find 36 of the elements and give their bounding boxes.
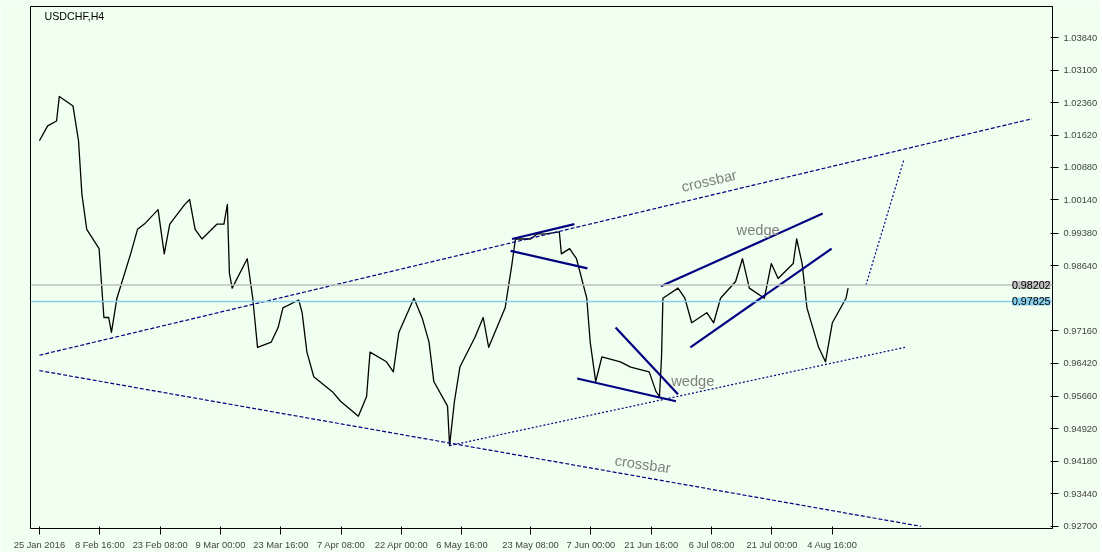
y-tick-label: 1.01620 xyxy=(1063,130,1098,141)
x-tick-label: 23 Feb 08:00 xyxy=(132,539,188,550)
y-tick-label: 0.93440 xyxy=(1063,488,1098,499)
annotation: crossbar xyxy=(679,166,739,195)
x-tick-label: 25 Jan 2016 xyxy=(13,539,66,550)
x-tick-label: 21 Jun 16:00 xyxy=(624,539,679,550)
y-tick-label: 1.03100 xyxy=(1063,65,1098,76)
y-tick-label: 0.98640 xyxy=(1063,260,1098,271)
ref-line-label: 0.98202 xyxy=(1011,278,1051,291)
y-tick-label: 1.00880 xyxy=(1063,162,1098,173)
x-tick-label: 22 Apr 00:00 xyxy=(374,539,428,550)
y-tick-label: 1.02360 xyxy=(1063,97,1098,108)
x-tick-label: 6 Jul 08:00 xyxy=(688,539,735,550)
x-tick-label: 23 Mar 16:00 xyxy=(253,539,309,550)
x-tick-label: 4 Aug 16:00 xyxy=(807,539,857,550)
y-tick-label: 0.94920 xyxy=(1063,423,1098,434)
x-tick-label: 23 May 08:00 xyxy=(502,539,559,550)
y-tick-label: 0.94180 xyxy=(1063,456,1098,467)
x-tick-label: 6 May 16:00 xyxy=(436,539,488,550)
x-tick-label: 7 Apr 08:00 xyxy=(317,539,365,550)
x-tick-label: 7 Jun 00:00 xyxy=(566,539,616,550)
chart-title: USDCHF,H4 xyxy=(44,9,105,22)
y-tick-label: 0.99380 xyxy=(1063,228,1098,239)
ref-line-label: 0.97825 xyxy=(1011,295,1051,308)
annotation: crossbar xyxy=(613,452,672,477)
y-tick-label: 0.96420 xyxy=(1063,358,1098,369)
y-tick-label: 0.97160 xyxy=(1063,325,1098,336)
annotation: wedge xyxy=(735,221,780,238)
x-tick-label: 9 Mar 00:00 xyxy=(195,539,246,550)
y-tick-label: 1.00140 xyxy=(1063,194,1098,205)
x-tick-label: 21 Jul 00:00 xyxy=(746,539,798,550)
y-tick-label: 1.03840 xyxy=(1063,32,1098,43)
x-tick-label: 8 Feb 16:00 xyxy=(74,539,125,550)
y-tick-label: 0.95660 xyxy=(1063,391,1098,402)
y-tick-label: 0.92700 xyxy=(1063,521,1098,532)
annotation: wedge xyxy=(670,372,715,389)
